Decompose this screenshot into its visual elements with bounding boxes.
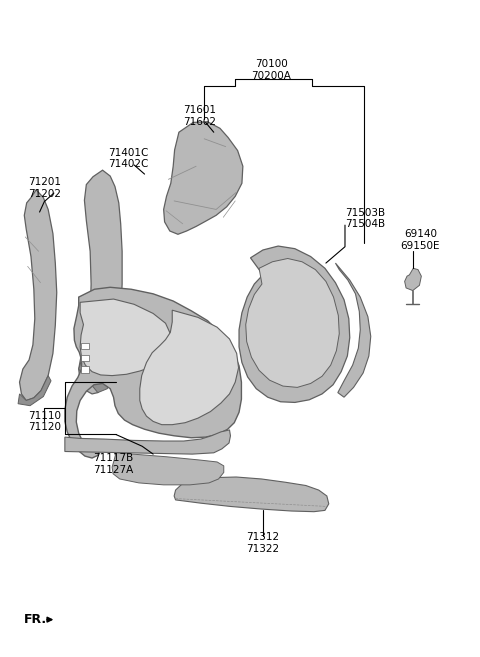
Text: 70100
70200A: 70100 70200A <box>251 59 291 81</box>
Polygon shape <box>164 122 243 235</box>
Polygon shape <box>246 258 339 388</box>
Text: FR.: FR. <box>24 613 48 626</box>
Text: 71110
71120: 71110 71120 <box>28 411 61 432</box>
Bar <box>81 343 89 350</box>
Text: 71117B
71127A: 71117B 71127A <box>94 453 133 475</box>
Polygon shape <box>20 190 57 401</box>
Text: 71401C
71402C: 71401C 71402C <box>108 148 148 170</box>
Text: 71503B
71504B: 71503B 71504B <box>345 208 385 229</box>
Polygon shape <box>79 170 122 394</box>
Text: 71201
71202: 71201 71202 <box>28 177 61 198</box>
Polygon shape <box>140 310 239 424</box>
Polygon shape <box>65 287 241 458</box>
Polygon shape <box>239 246 350 403</box>
Text: 69140
69150E: 69140 69150E <box>401 229 440 251</box>
Text: 71312
71322: 71312 71322 <box>246 532 279 554</box>
Bar <box>81 367 89 373</box>
Polygon shape <box>405 268 421 290</box>
Polygon shape <box>112 453 224 485</box>
Polygon shape <box>174 477 329 512</box>
Polygon shape <box>79 360 109 393</box>
Polygon shape <box>65 430 230 454</box>
Text: 71601
71602: 71601 71602 <box>183 105 216 127</box>
Polygon shape <box>80 299 170 376</box>
Polygon shape <box>336 263 371 397</box>
Bar <box>81 355 89 361</box>
Polygon shape <box>18 376 51 406</box>
